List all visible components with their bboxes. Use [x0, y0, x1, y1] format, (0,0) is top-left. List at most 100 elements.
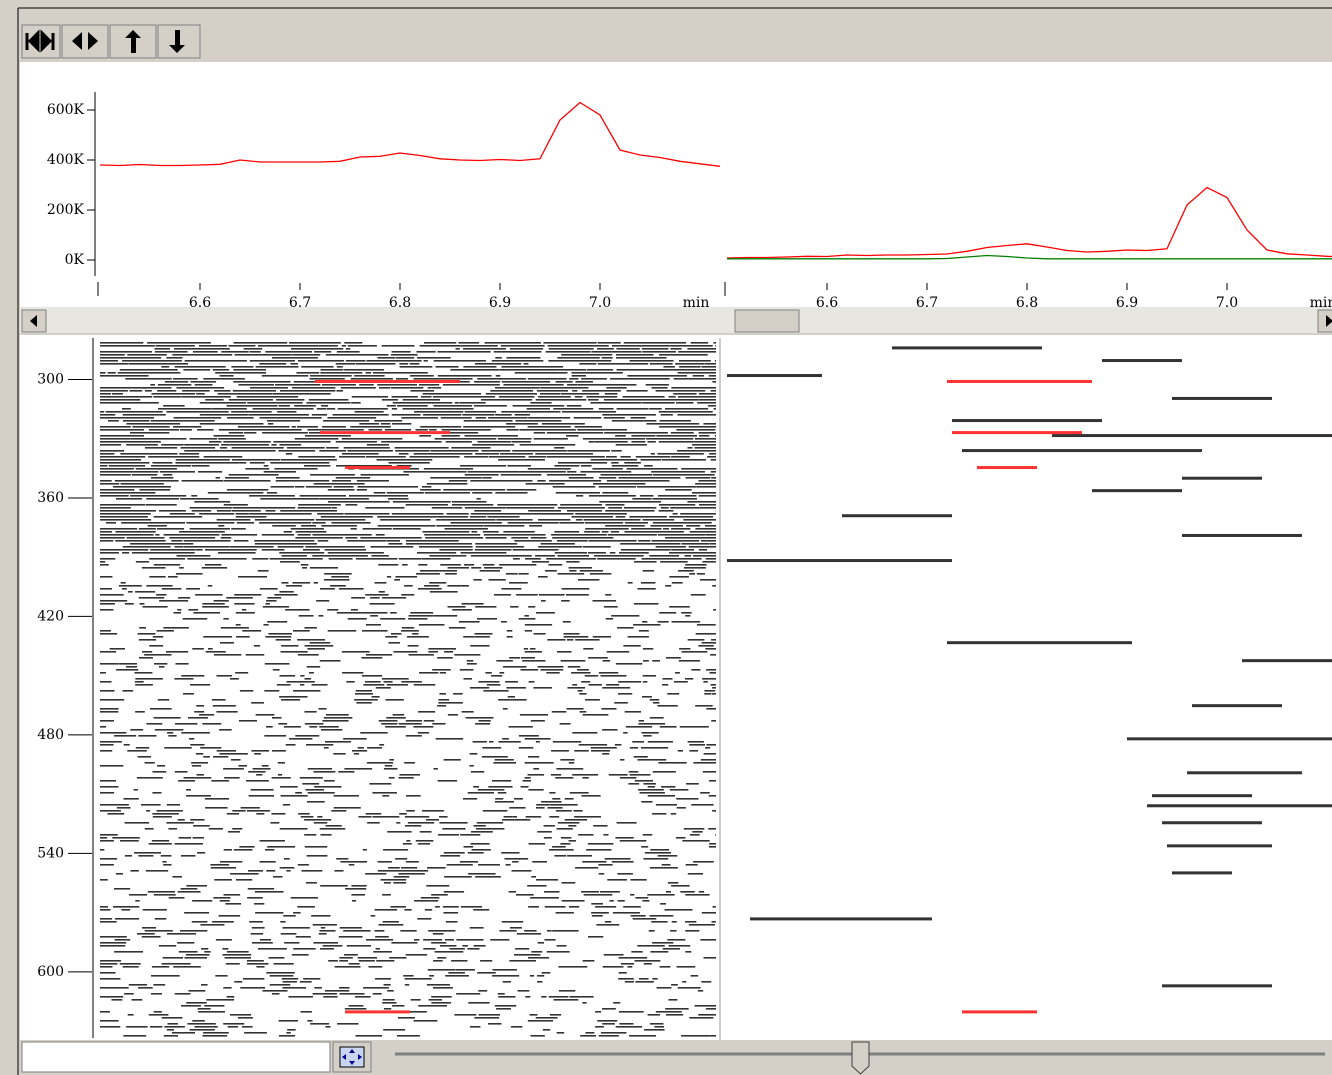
texture-dash	[320, 948, 334, 950]
texture-dash	[335, 966, 361, 968]
texture-dash	[447, 864, 473, 866]
texture-dash	[656, 435, 697, 437]
texture-dash	[273, 669, 280, 671]
texture-dash	[286, 1032, 290, 1034]
texture-dash	[317, 816, 322, 818]
texture-dash	[423, 939, 442, 941]
texture-dash	[179, 453, 199, 455]
texture-dash	[339, 957, 352, 959]
texture-dash	[588, 657, 608, 659]
texture-dash	[605, 510, 654, 512]
texture-dash	[702, 561, 715, 563]
texture-dash	[380, 519, 430, 521]
texture-dash	[204, 1005, 224, 1007]
texture-dash	[116, 669, 138, 671]
texture-dash	[387, 540, 400, 542]
texture-dash	[164, 1035, 178, 1037]
texture-dash	[298, 456, 335, 458]
texture-dash	[382, 345, 415, 347]
scroll-thumb[interactable]	[735, 310, 799, 332]
texture-dash	[314, 582, 318, 584]
texture-dash	[192, 465, 210, 467]
texture-dash	[660, 726, 677, 728]
texture-dash	[540, 669, 563, 671]
texture-dash	[206, 999, 234, 1001]
ion-band	[952, 419, 1102, 422]
texture-dash	[209, 828, 223, 830]
texture-dash	[320, 372, 362, 374]
texture-dash	[651, 921, 667, 923]
texture-dash	[666, 657, 681, 659]
texture-dash	[689, 750, 698, 752]
texture-dash	[641, 747, 668, 749]
texture-dash	[653, 702, 660, 704]
texture-dash	[631, 417, 646, 419]
texture-dash	[553, 741, 581, 743]
texture-dash	[557, 540, 588, 542]
texture-dash	[167, 1029, 174, 1031]
texture-dash	[376, 534, 385, 536]
texture-dash	[461, 906, 482, 908]
texture-dash	[278, 723, 287, 725]
texture-dash	[182, 390, 209, 392]
texture-dash	[711, 477, 716, 479]
texture-dash	[100, 906, 108, 908]
texture-dash	[708, 405, 716, 407]
texture-dash	[470, 1026, 480, 1028]
texture-dash	[320, 369, 343, 371]
texture-dash	[525, 777, 531, 779]
texture-dash	[481, 399, 532, 401]
texture-dash	[312, 522, 325, 524]
texture-dash	[314, 786, 341, 788]
texture-dash	[270, 975, 294, 977]
texture-dash	[601, 1032, 627, 1034]
texture-dash	[130, 390, 143, 392]
texture-dash	[231, 528, 245, 530]
texture-dash	[377, 357, 395, 359]
highlight-band	[345, 1010, 410, 1013]
toolbar-button[interactable]	[62, 25, 108, 58]
texture-dash	[300, 777, 323, 779]
texture-dash	[319, 615, 324, 617]
texture-dash	[136, 561, 149, 563]
ion-band	[1162, 984, 1272, 987]
texture-dash	[375, 978, 391, 980]
texture-dash	[435, 951, 464, 953]
texture-dash	[375, 582, 387, 584]
texture-dash	[546, 672, 559, 674]
texture-dash	[171, 540, 182, 542]
texture-dash	[255, 519, 314, 521]
scroll-track[interactable]	[20, 307, 1332, 333]
texture-dash	[401, 681, 421, 683]
texture-dash	[454, 1014, 476, 1016]
texture-dash	[173, 426, 201, 428]
texture-dash	[606, 456, 617, 458]
texture-dash	[709, 795, 716, 797]
texture-dash	[100, 465, 108, 467]
texture-dash	[503, 666, 526, 668]
texture-dash	[169, 537, 215, 539]
texture-dash	[670, 789, 688, 791]
texture-dash	[213, 369, 229, 371]
texture-dash	[174, 612, 181, 614]
texture-dash	[460, 345, 497, 347]
texture-dash	[293, 948, 315, 950]
texture-dash	[140, 603, 145, 605]
texture-dash	[714, 408, 716, 410]
texture-dash	[650, 915, 674, 917]
texture-dash	[583, 648, 593, 650]
texture-dash	[119, 663, 137, 665]
texture-dash	[161, 855, 172, 857]
highlight-band	[952, 431, 1082, 434]
texture-dash	[474, 945, 486, 947]
texture-dash	[442, 429, 491, 431]
texture-dash	[258, 345, 319, 347]
texture-dash	[471, 771, 484, 773]
texture-dash	[316, 600, 329, 602]
texture-dash	[305, 723, 324, 725]
texture-dash	[249, 351, 260, 353]
texture-dash	[295, 438, 339, 440]
texture-dash	[482, 477, 491, 479]
texture-dash	[308, 768, 332, 770]
text-input[interactable]	[22, 1042, 330, 1072]
